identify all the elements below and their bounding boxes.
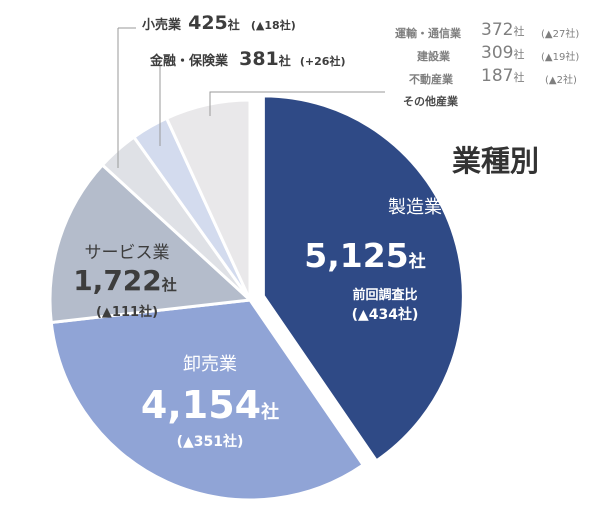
other-row-transport: 運輸・通信業 372社 (▲27社) — [395, 20, 595, 43]
other-row-construction-change: ▲19社 — [544, 52, 576, 63]
other-row-label: その他産業 — [395, 89, 595, 109]
slice-unit-wholesale: 社 — [261, 402, 280, 423]
other-row-construction-unit: 社 — [513, 48, 525, 61]
slice-value-wholesale: 4,154社 — [130, 383, 290, 427]
slice-unit-manufacturing: 社 — [408, 252, 426, 272]
slice-change-wholesale: (▲351社) — [176, 434, 244, 450]
callout-finance: 金融・保険業 381社 (+26社) — [150, 48, 346, 70]
leader-line-other — [209, 91, 385, 116]
other-row-realestate-unit: 社 — [513, 71, 525, 84]
callout-retail-name: 小売業 — [142, 18, 182, 33]
slice-label-manufacturing: 製造業 — [388, 197, 442, 218]
other-row-transport-unit: 社 — [513, 25, 525, 38]
slice-value-service: 1,722社 — [60, 264, 190, 297]
other-row-realestate-name: 不動産業 — [409, 73, 453, 86]
pie-slice-manufacturing — [261, 94, 465, 463]
slice-change-manufacturing-text: ▲434社 — [358, 307, 412, 323]
other-breakdown: 運輸・通信業 372社 (▲27社) 建設業 309社 (▲19社) 不動産業 … — [395, 20, 595, 109]
pie-slice-wholesale — [49, 298, 366, 502]
other-row-transport-name: 運輸・通信業 — [395, 27, 461, 40]
other-row-transport-value: 372 — [481, 20, 514, 40]
other-row-realestate-change-wrap: (▲2社) — [545, 75, 577, 86]
slice-unit-service: 社 — [161, 276, 177, 294]
slice-value-wholesale-number: 4,154 — [140, 383, 262, 427]
callout-retail-unit: 社 — [227, 18, 240, 32]
pie-slice-service — [48, 162, 254, 325]
other-industries-label: その他産業 — [403, 95, 458, 108]
callout-finance-name: 金融・保険業 — [150, 54, 229, 69]
slice-change-manufacturing: (▲434社) — [351, 307, 419, 323]
other-row-realestate-change: ▲2社 — [548, 75, 573, 86]
other-row-construction: 建設業 309社 (▲19社) — [395, 43, 595, 66]
callout-finance-unit: 社 — [278, 54, 291, 68]
prev-survey-label: 前回調査比 — [352, 288, 418, 303]
slice-value-manufacturing-number: 5,125 — [304, 236, 409, 275]
callout-retail: 小売業 425社 (▲18社) — [142, 12, 296, 34]
other-row-construction-change-wrap: (▲19社) — [541, 52, 580, 63]
other-row-construction-value: 309 — [481, 43, 514, 63]
other-row-transport-change-wrap: (▲27社) — [541, 29, 580, 40]
other-row-transport-change: ▲27社 — [544, 29, 576, 40]
leader-line-retail — [117, 27, 136, 168]
slice-change-wholesale-text: ▲351社 — [183, 434, 237, 450]
callout-finance-value: 381 — [239, 48, 279, 70]
slice-change-service: (▲111社) — [95, 305, 159, 320]
slice-label-wholesale: 卸売業 — [183, 354, 237, 375]
callout-finance-change: +26社 — [304, 55, 341, 68]
other-row-realestate-value: 187 — [481, 66, 514, 86]
callout-retail-change: ▲18社 — [255, 19, 291, 32]
slice-label-service: サービス業 — [84, 243, 170, 263]
chart-title: 業種別 — [452, 144, 540, 178]
other-row-construction-name: 建設業 — [417, 50, 450, 63]
slice-value-manufacturing: 5,125社 — [300, 236, 430, 275]
callout-retail-value: 425 — [188, 12, 228, 34]
pie-slice-other — [164, 98, 252, 301]
slice-value-service-number: 1,722 — [73, 264, 162, 297]
slice-change-service-text: ▲111社 — [101, 305, 153, 320]
other-row-realestate: 不動産業 187社 (▲2社) — [395, 66, 595, 89]
